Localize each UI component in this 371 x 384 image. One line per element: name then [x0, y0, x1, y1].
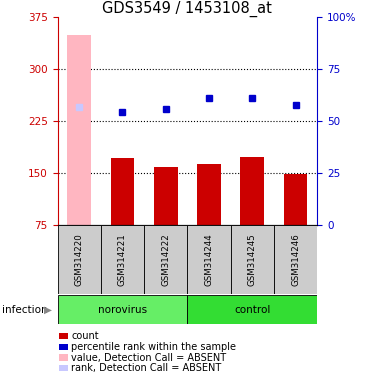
Bar	[144, 225, 187, 294]
Text: value, Detection Call = ABSENT: value, Detection Call = ABSENT	[71, 353, 226, 362]
Bar	[274, 225, 317, 294]
Bar	[154, 167, 178, 225]
Text: GSM314246: GSM314246	[291, 233, 300, 286]
Text: norovirus: norovirus	[98, 305, 147, 314]
Text: GSM314245: GSM314245	[248, 233, 257, 286]
Bar	[231, 225, 274, 294]
Bar	[58, 225, 101, 294]
Text: GSM314221: GSM314221	[118, 233, 127, 286]
Text: count: count	[71, 331, 99, 341]
Text: ▶: ▶	[43, 305, 52, 315]
Bar	[111, 157, 134, 225]
Bar	[67, 35, 91, 225]
Bar	[187, 225, 231, 294]
Text: infection: infection	[2, 305, 47, 315]
Text: GSM314244: GSM314244	[204, 233, 213, 286]
Text: percentile rank within the sample: percentile rank within the sample	[71, 342, 236, 352]
Text: control: control	[234, 305, 270, 314]
Bar	[101, 225, 144, 294]
Bar	[240, 157, 264, 225]
Bar	[284, 174, 308, 225]
Bar	[187, 295, 317, 324]
Bar	[58, 295, 187, 324]
Text: GSM314220: GSM314220	[75, 233, 83, 286]
Text: GSM314222: GSM314222	[161, 233, 170, 286]
Bar	[197, 164, 221, 225]
Title: GDS3549 / 1453108_at: GDS3549 / 1453108_at	[102, 1, 272, 17]
Text: rank, Detection Call = ABSENT: rank, Detection Call = ABSENT	[71, 363, 221, 373]
